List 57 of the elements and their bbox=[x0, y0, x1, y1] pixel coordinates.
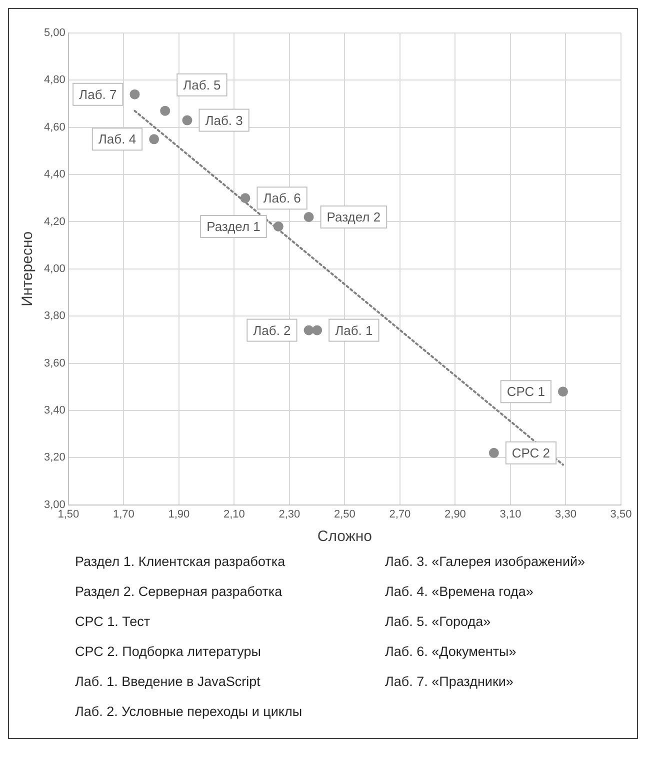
text: Раздел 1. Клиентская разработка bbox=[75, 554, 286, 571]
x-axis-title: Сложно bbox=[317, 528, 372, 546]
text: Лаб. 3. «Галерея изображений» bbox=[385, 554, 586, 571]
text: СРС 1. Тест bbox=[75, 614, 152, 631]
x-tick-label: 2,50 bbox=[334, 508, 356, 520]
y-tick-label: 4,40 bbox=[44, 168, 66, 181]
annotation: Лаб. 1 bbox=[335, 322, 373, 338]
annotation: Лаб. 6 bbox=[263, 190, 301, 206]
x-tick-label: 3,50 bbox=[610, 508, 632, 520]
x-tick-label: 3,10 bbox=[500, 508, 522, 520]
annotation: Лаб. 2 bbox=[253, 322, 291, 338]
x-tick-label: 2,70 bbox=[389, 508, 411, 520]
point bbox=[240, 193, 250, 204]
point bbox=[130, 89, 140, 100]
text: Лаб. 4. «Времена года» bbox=[385, 584, 534, 601]
annotation: СРС 1 bbox=[506, 384, 545, 400]
text: Лаб. 1. Введение в JavaScript bbox=[75, 674, 262, 691]
y-tick-label: 4,00 bbox=[44, 262, 66, 275]
y-axis-title: Интересно bbox=[19, 231, 36, 306]
y-tick-label: 3,80 bbox=[44, 310, 66, 322]
point bbox=[558, 386, 568, 397]
point bbox=[273, 221, 284, 232]
annotation: Лаб. 4 bbox=[98, 132, 136, 147]
annotation: Лаб. 7 bbox=[79, 86, 117, 102]
text: Лаб. 6. «Документы» bbox=[385, 644, 518, 661]
point bbox=[304, 212, 314, 222]
annotation: Раздел 2 bbox=[326, 210, 381, 225]
y-tick-label: 4,80 bbox=[44, 74, 66, 86]
text: СРС 2. Подборка литературы bbox=[75, 644, 262, 661]
y-tick-label: 4,60 bbox=[44, 121, 66, 134]
annotation: Лаб. 5 bbox=[183, 77, 221, 92]
point bbox=[312, 325, 322, 336]
x-tick-label: 3,30 bbox=[555, 508, 576, 520]
y-tick-label: 5,00 bbox=[44, 27, 66, 40]
point bbox=[488, 448, 499, 458]
annotation: СРС 2 bbox=[512, 445, 550, 460]
y-tick-label: 3,60 bbox=[44, 357, 66, 370]
y-tick-label: 3,20 bbox=[44, 452, 66, 464]
y-tick-label: 3,00 bbox=[44, 498, 66, 511]
x-tick-label: 1,90 bbox=[168, 508, 190, 520]
text: Лаб. 2. Условные переходы и циклы bbox=[75, 704, 304, 721]
y-tick-label: 4,20 bbox=[44, 216, 66, 228]
x-tick-label: 2,90 bbox=[444, 508, 466, 520]
annotation: Лаб. 3 bbox=[205, 112, 243, 128]
x-tick-label: 2,30 bbox=[278, 508, 300, 520]
y-tick-label: 3,40 bbox=[44, 404, 66, 416]
annotation: Раздел 1 bbox=[206, 219, 260, 234]
point bbox=[182, 115, 192, 126]
point bbox=[160, 106, 170, 116]
x-tick-label: 1,50 bbox=[58, 508, 80, 520]
x-tick-label: 2,10 bbox=[223, 508, 245, 520]
text: Лаб. 7. «Праздники» bbox=[385, 674, 514, 691]
text: Раздел 2. Серверная разработка bbox=[75, 584, 284, 601]
point bbox=[304, 325, 314, 336]
point bbox=[149, 134, 160, 144]
text: Лаб. 5. «Города» bbox=[385, 614, 492, 631]
x-tick-label: 1,70 bbox=[112, 508, 134, 520]
